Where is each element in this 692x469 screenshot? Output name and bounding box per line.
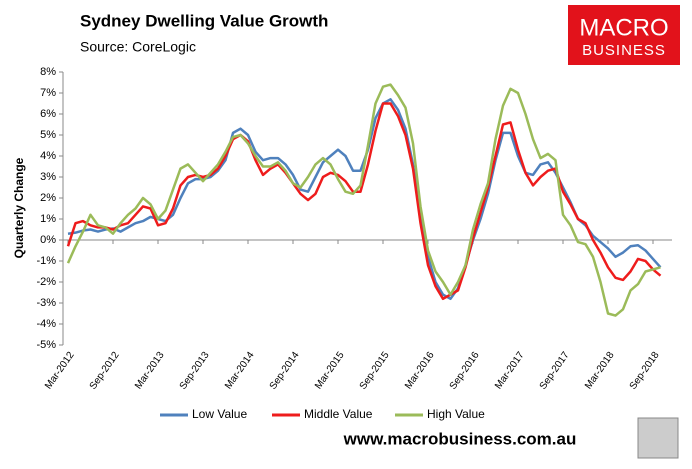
x-tick-label: Mar-2018 [583, 350, 617, 392]
chart-title: Sydney Dwelling Value Growth [80, 11, 328, 30]
y-tick-label: 4% [40, 150, 56, 162]
y-tick-label: 7% [40, 87, 56, 99]
x-tick-label: Mar-2015 [313, 350, 347, 392]
x-tick-label: Mar-2013 [133, 350, 167, 392]
y-tick-label: -4% [36, 318, 56, 330]
y-tick-label: -1% [36, 255, 56, 267]
legend-label: Middle Value [304, 407, 373, 421]
series-line [67, 98, 662, 301]
y-tick-label: 3% [40, 171, 56, 183]
chart-subtitle: Source: CoreLogic [80, 39, 196, 55]
logo-box [568, 5, 680, 65]
x-tick-label: Sep-2015 [358, 350, 392, 392]
x-tick-label: Mar-2014 [223, 350, 257, 392]
y-tick-label: 6% [40, 108, 56, 120]
x-tick-label: Sep-2018 [628, 350, 662, 392]
legend-label: High Value [427, 407, 485, 421]
x-tick-label: Mar-2012 [43, 350, 77, 392]
series-line [66, 83, 661, 317]
y-tick-label: -5% [36, 339, 56, 351]
y-axis-label: Quarterly Change [12, 157, 26, 258]
logo-image [637, 417, 679, 459]
logo-text: BUSINESS [582, 42, 666, 59]
x-tick-label: Mar-2016 [403, 350, 437, 392]
y-tick-label: 5% [40, 129, 56, 141]
x-tick-label: Sep-2013 [178, 350, 212, 392]
legend-label: Low Value [192, 407, 247, 421]
x-tick-label: Mar-2017 [493, 350, 527, 392]
x-tick-label: Sep-2017 [538, 350, 572, 392]
x-tick-label: Sep-2012 [88, 350, 122, 392]
y-tick-label: 0% [40, 234, 56, 246]
y-tick-label: 8% [40, 66, 56, 78]
x-tick-label: Sep-2014 [268, 350, 302, 392]
y-tick-label: 1% [40, 213, 56, 225]
series-line [66, 102, 662, 301]
y-tick-label: -3% [36, 297, 56, 309]
footer-url: www.macrobusiness.com.au [343, 429, 577, 448]
x-tick-label: Sep-2016 [448, 350, 482, 392]
logo-text: MACRO [579, 14, 668, 41]
y-tick-label: 2% [40, 192, 56, 204]
y-tick-label: -2% [36, 276, 56, 288]
